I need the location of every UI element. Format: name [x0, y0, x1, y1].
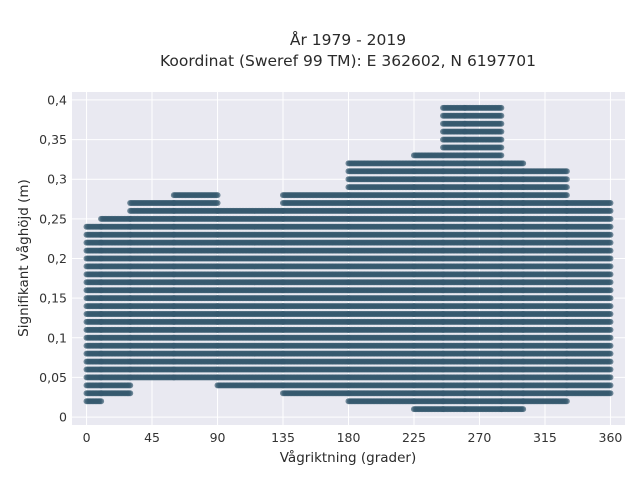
data-point: [127, 382, 134, 389]
chart-title-line1: År 1979 - 2019: [290, 30, 406, 49]
data-point: [214, 200, 221, 206]
data-point: [127, 390, 134, 397]
data-points: [83, 104, 614, 413]
data-point: [214, 192, 221, 199]
chart-title-line2: Koordinat (Sweref 99 TM): E 362602, N 61…: [160, 52, 536, 70]
data-point: [98, 398, 105, 405]
